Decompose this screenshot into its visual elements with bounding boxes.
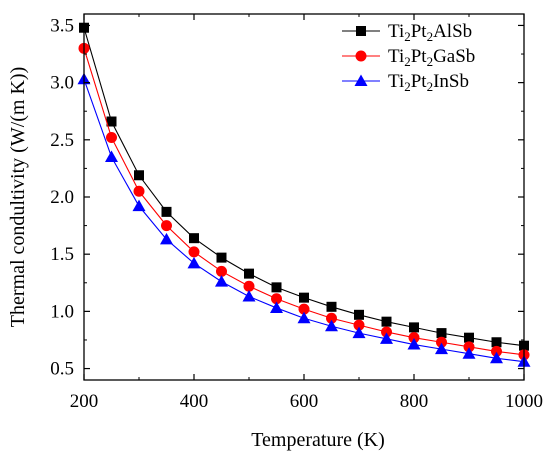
legend-text-part: Pt — [411, 21, 428, 42]
square-marker — [409, 322, 419, 333]
square-marker — [189, 233, 199, 244]
legend-text-part: Pt — [411, 71, 428, 92]
triangle-marker — [407, 338, 421, 350]
y-tick-label: 1.0 — [50, 301, 74, 322]
square-marker — [134, 170, 144, 181]
square-marker — [216, 252, 227, 263]
legend-square-marker — [356, 26, 366, 36]
legend-triangle-marker — [354, 74, 368, 86]
y-tick-label: 2.0 — [50, 187, 74, 208]
series-gasb — [78, 42, 530, 361]
legend-subscript: 2 — [427, 29, 434, 44]
triangle-marker — [352, 326, 366, 339]
legend-text-part: AlSb — [433, 21, 472, 42]
triangle-marker — [462, 347, 476, 359]
legend-subscript: 2 — [404, 79, 411, 94]
x-axis-title: Temperature (K) — [251, 429, 385, 451]
legend-text-part: Ti — [388, 46, 404, 67]
plot-area — [77, 22, 531, 367]
circle-marker — [271, 293, 282, 305]
y-tick-label: 3.0 — [50, 73, 74, 94]
x-tick-label: 800 — [400, 391, 429, 412]
square-marker — [326, 301, 337, 312]
square-marker — [354, 309, 364, 320]
triangle-marker — [325, 319, 338, 332]
square-marker — [244, 268, 254, 279]
circle-marker — [216, 265, 227, 277]
triangle-marker — [297, 311, 311, 324]
legend-subscript: 2 — [427, 79, 434, 94]
square-marker — [436, 328, 447, 339]
square-marker — [464, 332, 474, 343]
square-marker — [271, 282, 282, 293]
legend-label: Ti2Pt2GaSb — [388, 46, 475, 69]
y-tick-label: 3.5 — [50, 15, 74, 36]
circle-marker — [436, 336, 447, 348]
triangle-marker — [242, 290, 256, 302]
circle-marker — [381, 326, 392, 338]
legend-text-part: Pt — [411, 46, 428, 67]
legend-text-part: Ti — [388, 21, 404, 42]
legend-label: Ti2Pt2AlSb — [388, 21, 472, 44]
x-tick-label: 400 — [180, 391, 209, 412]
circle-marker — [106, 132, 117, 144]
circle-marker — [243, 280, 255, 292]
triangle-marker — [380, 332, 393, 344]
circle-marker — [133, 185, 145, 197]
x-tick-label: 200 — [70, 391, 99, 412]
series-insb — [77, 72, 531, 367]
circle-marker — [491, 345, 502, 357]
square-marker — [381, 316, 392, 327]
legend-entry-gasb: Ti2Pt2GaSb — [342, 46, 475, 69]
x-tick-label: 600 — [290, 391, 319, 412]
triangle-marker — [105, 150, 118, 162]
y-tick-label: 2.5 — [50, 130, 74, 151]
legend-text-part: Ti — [388, 71, 404, 92]
legend-label: Ti2Pt2InSb — [388, 71, 469, 94]
y-tick-label: 1.5 — [50, 244, 74, 265]
y-tick-label: 0.5 — [50, 359, 74, 380]
triangle-marker — [160, 232, 173, 245]
triangle-marker — [270, 301, 283, 313]
square-marker — [491, 337, 502, 348]
legend-text-part: GaSb — [433, 46, 475, 67]
circle-marker — [326, 312, 337, 324]
square-marker — [299, 292, 309, 303]
triangle-marker — [187, 256, 201, 269]
triangle-marker — [435, 342, 448, 355]
legend-subscript: 2 — [404, 54, 411, 69]
triangle-marker — [490, 351, 503, 364]
circle-marker — [408, 332, 420, 344]
triangle-marker — [215, 275, 228, 287]
legend-text-part: InSb — [433, 71, 469, 92]
x-tick-label: 1000 — [505, 391, 543, 412]
legend-subscript: 2 — [427, 54, 434, 69]
plot-frame — [83, 13, 525, 381]
triangle-marker — [132, 199, 146, 212]
legend-subscript: 2 — [404, 29, 411, 44]
circle-marker — [161, 220, 172, 232]
legend-circle-marker — [355, 50, 367, 62]
y-axis-title: Thermal condultivity (W/(m K)) — [7, 67, 29, 327]
circle-marker — [188, 246, 200, 258]
circle-marker — [298, 303, 310, 315]
circle-marker — [463, 341, 475, 353]
square-marker — [106, 116, 117, 127]
circle-marker — [353, 319, 365, 331]
legend-entry-insb: Ti2Pt2InSb — [342, 71, 469, 94]
axes: 200 400 600 800 1000 0.5 1.0 1.5 2.0 2.5 3.0 3.5 — [50, 13, 543, 412]
square-marker — [161, 206, 172, 217]
legend-entry-alsb: Ti2Pt2AlSb — [342, 21, 472, 44]
